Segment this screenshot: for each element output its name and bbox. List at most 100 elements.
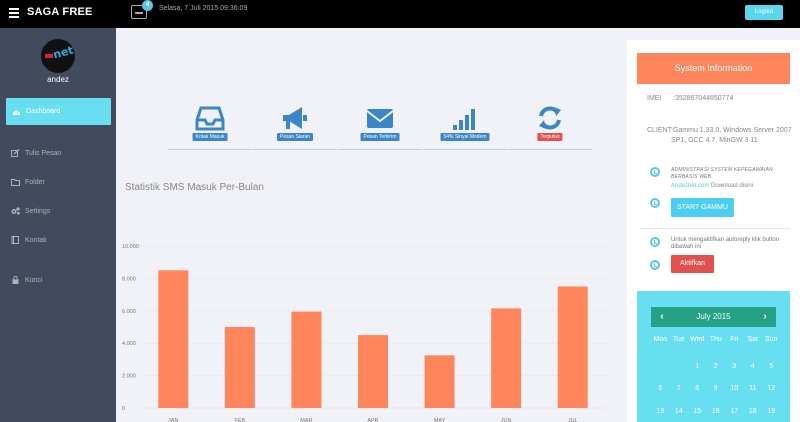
calendar-header: ‹ July 2015 › <box>651 307 776 327</box>
clock-icon <box>650 167 660 177</box>
y-tick-label: 4.000 <box>122 341 136 347</box>
envelope-icon <box>338 104 422 132</box>
logout-button[interactable]: Logout <box>745 5 783 20</box>
sidebar-item-kontak[interactable]: Kontak <box>0 229 116 251</box>
tile-sinyal-modem[interactable]: 54% Sinyal Modem <box>423 100 507 152</box>
download-link[interactable]: Andezhet.com <box>671 183 710 189</box>
bar-feb <box>224 327 255 408</box>
calendar-day[interactable]: 10 <box>730 385 739 392</box>
calendar-day[interactable]: 11 <box>749 385 757 392</box>
calendar-week: 6 7 8 9 10 11 12 <box>651 385 781 392</box>
calendar-day[interactable]: 15 <box>693 408 702 415</box>
calendar-week: 13 14 15 16 17 18 19 <box>651 408 781 415</box>
sidebar-item-tulis-pesan[interactable]: Tulis Pesan <box>0 142 116 164</box>
calendar-widget: ‹ July 2015 › Mon Tue Wed Thu Fri Sat Su… <box>637 291 790 422</box>
download-line: Andezhet.com Download disini <box>671 183 753 189</box>
calendar-month: July 2015 <box>696 312 731 321</box>
y-tick-label: 6.000 <box>122 309 136 315</box>
tile-label: Kotak Masuk <box>192 133 228 141</box>
x-tick-label: JUL <box>568 418 578 422</box>
calendar-day[interactable] <box>651 363 670 370</box>
username: andez <box>47 75 69 84</box>
imei-value: :352867044650774 <box>673 95 734 102</box>
calendar-day[interactable]: 4 <box>750 363 755 370</box>
message-icon[interactable] <box>131 5 147 19</box>
calendar-day[interactable]: 9 <box>713 385 718 392</box>
current-datetime: Selasa, 7 Juli 2015 09:36:09 <box>159 5 248 12</box>
bullhorn-icon <box>253 104 337 132</box>
x-tick-label: JUN <box>501 418 512 422</box>
bar-jan <box>158 270 189 408</box>
weekday: Sun <box>765 336 778 343</box>
sidebar-item-label: Dashboard <box>26 108 61 115</box>
calendar-day[interactable]: 2 <box>713 363 718 370</box>
clock-icon <box>650 237 660 247</box>
calendar-day[interactable]: 8 <box>695 385 700 392</box>
next-month-button[interactable]: › <box>763 311 767 322</box>
refresh-icon <box>508 104 592 132</box>
sidebar: net andez Dashboard Tulis Pesan Folder S… <box>0 28 116 422</box>
calendar-day[interactable]: 7 <box>676 385 681 392</box>
clock-icon <box>650 198 660 208</box>
imei-row: IMEI :352867044650774 <box>647 94 733 104</box>
tile-divider <box>338 149 422 150</box>
x-tick-label: MAY <box>434 418 446 422</box>
calendar-day[interactable]: 3 <box>732 363 737 370</box>
calendar-day[interactable] <box>670 363 689 370</box>
calendar-day[interactable]: 14 <box>674 408 683 415</box>
sidebar-item-kunci[interactable]: Kunci <box>0 269 116 291</box>
calendar-day[interactable]: 12 <box>767 385 776 392</box>
x-tick-label: MAR <box>300 418 312 422</box>
calendar-day[interactable]: 16 <box>711 408 720 415</box>
client-row: CLIENT :Gammu 1.33.0, Windows Server 200… <box>647 126 792 144</box>
y-tick-label: 0 <box>122 406 125 412</box>
message-badge: 4 <box>142 0 153 11</box>
tile-pesan-terkirim[interactable]: Pesan Terkirim <box>338 100 422 152</box>
prev-month-button[interactable]: ‹ <box>660 311 664 322</box>
main-content: Kotak Masuk Pesan Siaran Pesan Terkirim … <box>116 28 627 422</box>
tile-label: 54% Sinyal Modem <box>440 133 490 141</box>
x-tick-label: FEB <box>235 418 246 422</box>
calendar-day[interactable]: 6 <box>658 385 663 392</box>
tile-divider <box>508 149 592 150</box>
calendar-weekdays: Mon Tue Wed Thu Fri Sat Sun <box>651 336 781 343</box>
sidebar-item-label: Folder <box>25 178 45 186</box>
avatar[interactable]: net <box>41 39 75 73</box>
autoreply-caption: Untuk mengaktifkan autoreply klik button… <box>671 237 780 250</box>
chart-title: Statistik SMS Masuk Per-Bulan <box>125 182 264 193</box>
weekday: Sat <box>747 336 758 343</box>
client-value: :Gammu 1.33.0, Windows Server 2007 SP1, … <box>671 127 792 144</box>
inbox-icon <box>168 104 252 132</box>
activate-autoreply-button[interactable]: Aktifkan <box>671 255 714 273</box>
tile-divider <box>423 149 507 150</box>
weekday: Wed <box>690 336 705 343</box>
lock-icon <box>11 275 20 284</box>
tile-kotak-masuk[interactable]: Kotak Masuk <box>168 100 252 152</box>
sidebar-item-settings[interactable]: Settings <box>0 200 116 222</box>
download-text: Download disini <box>709 183 754 189</box>
cogs-icon <box>11 207 20 215</box>
calendar-day[interactable]: 19 <box>767 408 776 415</box>
weekday: Thu <box>709 336 722 343</box>
calendar-day[interactable]: 1 <box>695 363 700 370</box>
menu-toggle-icon[interactable] <box>9 8 19 18</box>
tile-label: Terputus <box>537 133 563 141</box>
tile-pesan-siaran[interactable]: Pesan Siaran <box>253 100 337 152</box>
top-bar: SAGA FREE 4 Selasa, 7 Juli 2015 09:36:09… <box>0 0 800 28</box>
weekday: Fri <box>730 336 739 343</box>
calendar-day[interactable]: 17 <box>730 408 739 415</box>
sidebar-item-dashboard[interactable]: Dashboard <box>6 98 111 125</box>
tile-divider <box>253 149 337 150</box>
calendar-day[interactable]: 13 <box>656 408 665 415</box>
calendar-day[interactable]: 5 <box>769 363 774 370</box>
brand-title: SAGA FREE <box>27 6 93 18</box>
weekday: Tue <box>672 336 685 343</box>
y-tick-label: 8.000 <box>122 276 136 282</box>
start-gammu-button[interactable]: START GAMMU <box>671 198 734 217</box>
sms-bar-chart: 0 2.000 4.000 6.000 8.000 10.000 JAN FEB MAR APR M… <box>122 244 606 422</box>
client-label: CLIENT <box>647 127 672 134</box>
sidebar-item-folder[interactable]: Folder <box>0 171 116 193</box>
bar-may <box>424 355 455 408</box>
calendar-day[interactable]: 18 <box>748 408 757 415</box>
tile-status-koneksi[interactable]: Terputus <box>508 100 592 152</box>
